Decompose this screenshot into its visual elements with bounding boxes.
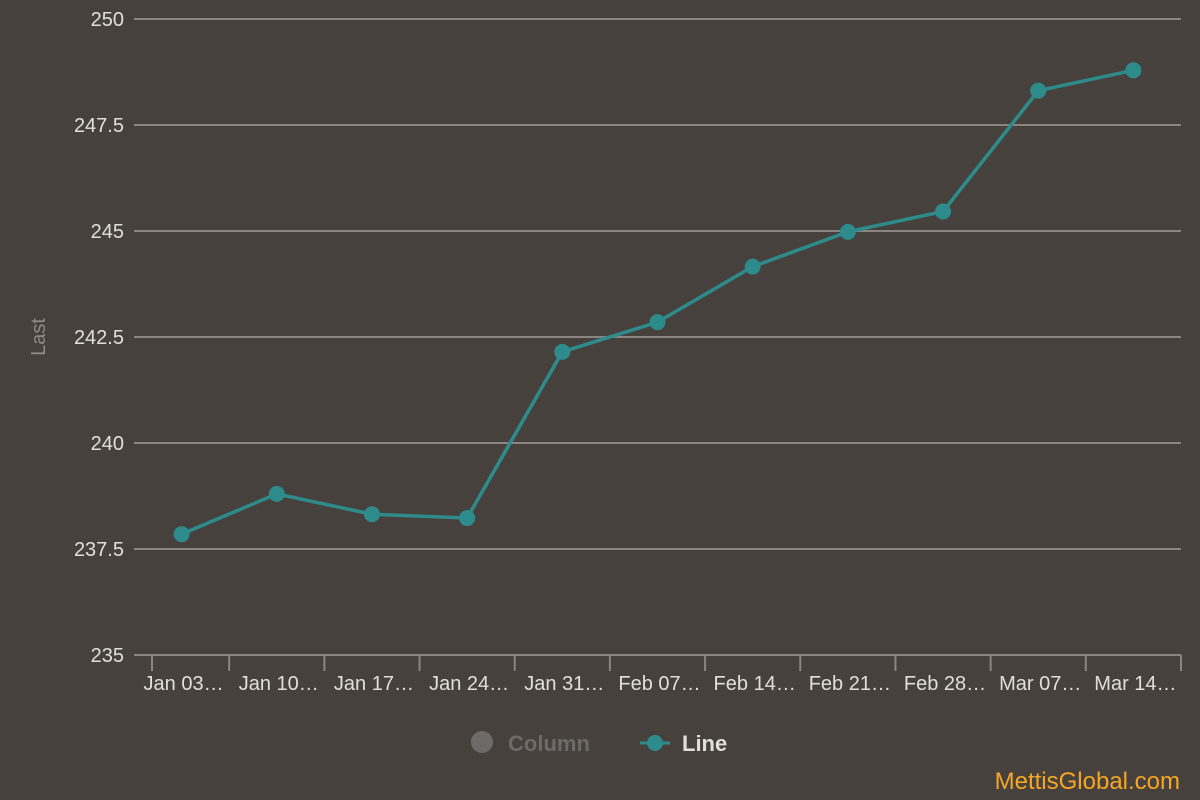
x-axis: Jan 03… Jan 10… Jan 17… Jan 24… Jan 31… Feb 0… (144, 655, 1182, 695)
data-point[interactable] (268, 485, 285, 502)
x-tick-label: Mar 14… (1094, 673, 1176, 695)
x-tick-label: Jan 31… (524, 673, 604, 695)
x-tick-label: Feb 21… (809, 673, 891, 695)
data-point[interactable] (459, 510, 476, 527)
data-point[interactable] (839, 223, 856, 240)
watermark-text: MettisGlobal.com (995, 768, 1180, 795)
legend-line-label: Line (682, 731, 727, 756)
legend-column-marker (471, 731, 493, 753)
series-line-path (180, 68, 1134, 536)
data-point[interactable] (1030, 82, 1047, 99)
y-axis-ticks: 235 237.5 240 242.5 245 247.5 250 (74, 9, 124, 667)
x-tick-label: Feb 07… (618, 673, 700, 695)
legend: Column Line (471, 731, 727, 756)
y-tick-label: 250 (91, 9, 124, 31)
y-tick-label: 242.5 (74, 327, 124, 349)
legend-column-label: Column (508, 731, 590, 756)
x-tick-label: Mar 07… (999, 673, 1081, 695)
data-point[interactable] (363, 506, 380, 523)
x-tick-label: Jan 03… (144, 673, 224, 695)
data-point[interactable] (744, 258, 761, 275)
data-point[interactable] (649, 314, 666, 331)
y-axis-title: Last (28, 318, 50, 356)
series-line (173, 62, 1142, 543)
x-tick-label: Feb 28… (904, 673, 986, 695)
legend-item-line[interactable]: Line (640, 731, 727, 756)
y-tick-label: 235 (91, 645, 124, 667)
grid-lines (134, 18, 1181, 656)
legend-line-marker (647, 735, 663, 751)
y-tick-label: 247.5 (74, 115, 124, 137)
x-tick-label: Jan 24… (429, 673, 509, 695)
y-tick-label: 240 (91, 433, 124, 455)
x-tick-label: Feb 14… (714, 673, 796, 695)
legend-item-column[interactable]: Column (471, 731, 590, 756)
data-point[interactable] (935, 203, 952, 220)
data-point[interactable] (1125, 62, 1142, 79)
x-tick-label: Jan 17… (334, 673, 414, 695)
data-point[interactable] (173, 526, 190, 543)
x-tick-label: Jan 10… (239, 673, 319, 695)
data-point[interactable] (554, 343, 571, 360)
y-tick-label: 237.5 (74, 539, 124, 561)
y-tick-label: 245 (91, 221, 124, 243)
